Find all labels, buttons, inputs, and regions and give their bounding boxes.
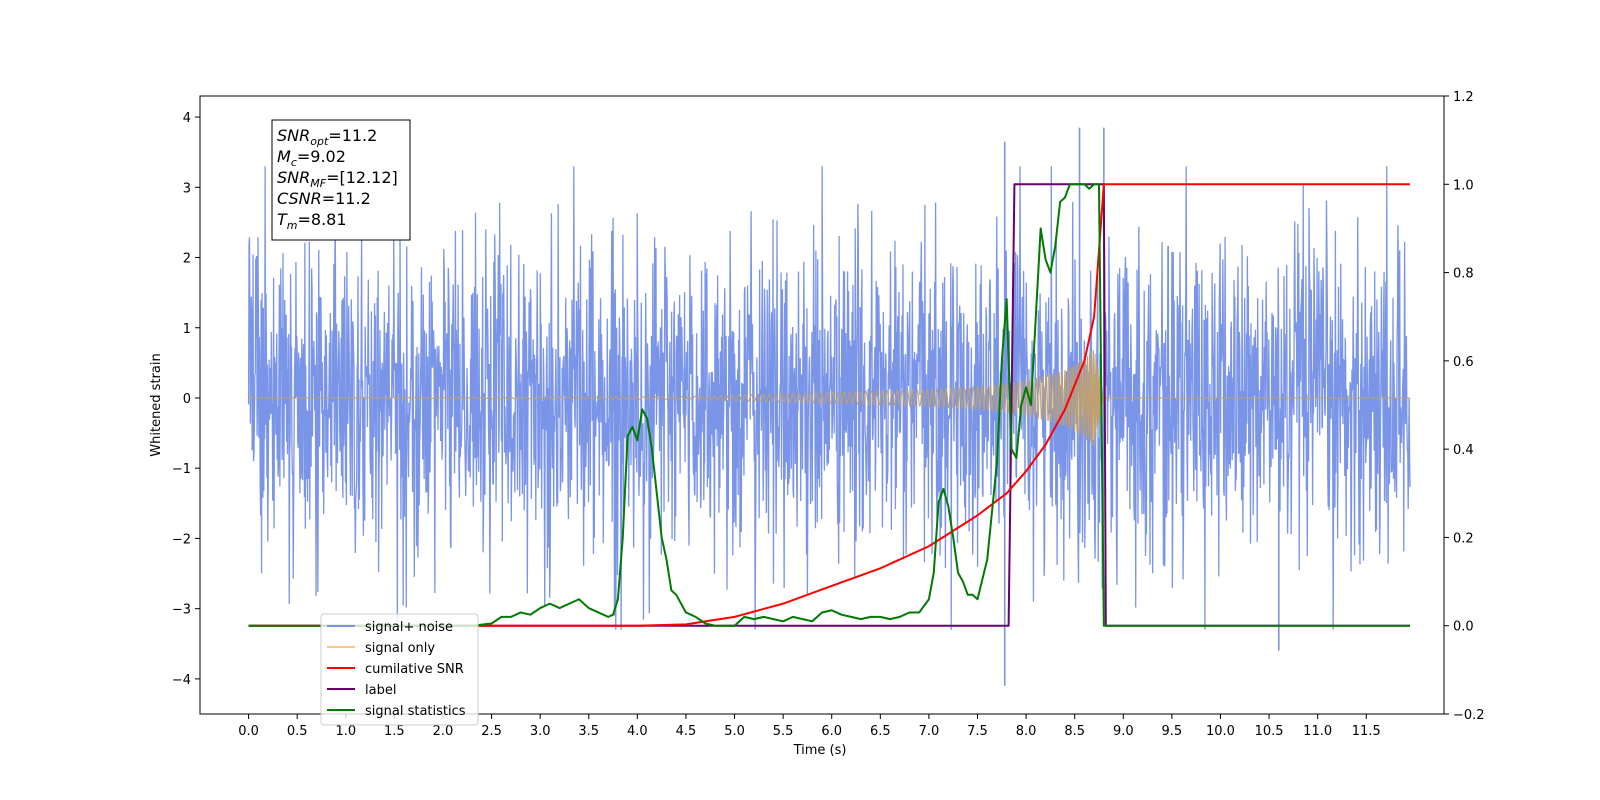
info-line-subscript: opt: [310, 135, 329, 148]
x-tick-label: 3.0: [530, 724, 551, 739]
y-tick-label-left: 2: [183, 252, 191, 267]
y-tick-label-right: 0.0: [1453, 620, 1474, 635]
legend: signal+ noise signal only cumilative SNR la…: [320, 613, 479, 726]
x-tick-label: 3.5: [578, 724, 599, 739]
y-tick-label-right: 0.4: [1453, 443, 1474, 458]
x-tick-label: 8.5: [1064, 724, 1085, 739]
series-layer: [247, 127, 1411, 686]
y-tick-label-right: 1.2: [1453, 90, 1474, 105]
y-tick-label-left: −4: [172, 673, 191, 688]
info-line-value: =11.2: [322, 189, 371, 208]
legend-label: label: [365, 683, 396, 698]
y-tick-label-right: 0.6: [1453, 355, 1474, 370]
y-axis-right: −0.2 0.0 0.2 0.4 0.6 0.8 1.0 1.2: [1444, 90, 1485, 723]
x-tick-label: 6.0: [821, 724, 842, 739]
x-tick-label: 2.5: [481, 724, 502, 739]
x-axis: 0.0 0.5 1.0 1.5 2.0 2.5 3.0 3.5 4.0 4.5 5.0 5.5 6.0 6…: [238, 714, 1381, 739]
x-tick-label: 11.5: [1352, 724, 1381, 739]
x-tick-label: 1.0: [335, 724, 356, 739]
x-tick-label: 1.5: [384, 724, 405, 739]
info-line-symbol: SNR: [277, 126, 310, 145]
legend-label: signal only: [365, 641, 435, 656]
y-axis-left: −4 −3 −2 −1 0 1 2 3 4: [172, 111, 200, 688]
x-tick-label: 0.0: [238, 724, 259, 739]
x-tick-label: 9.5: [1162, 724, 1183, 739]
y-tick-label-right: 0.8: [1453, 267, 1474, 282]
series-signal-statistics-line: [248, 183, 1410, 627]
x-tick-label: 10.0: [1206, 724, 1235, 739]
info-line: CSNR=11.2: [277, 189, 371, 208]
x-axis-label: Time (s): [793, 743, 847, 758]
info-line: SNRMF=[12.12]: [277, 168, 398, 190]
y-tick-label-left: −3: [172, 603, 191, 618]
legend-label: signal statistics: [365, 704, 466, 719]
info-line-value: =9.02: [297, 147, 346, 166]
info-box: SNRopt=11.2Mc=9.02SNRMF=[12.12]CSNR=11.2…: [271, 119, 411, 241]
info-line-value: =11.2: [328, 126, 377, 145]
y-tick-label-right: −0.2: [1453, 708, 1485, 723]
info-box-frame: [271, 119, 411, 241]
info-line-subscript: m: [287, 219, 298, 232]
info-line-subscript: MF: [310, 177, 326, 190]
legend-label: cumilative SNR: [365, 662, 464, 677]
series-signal-only-line: [248, 350, 1410, 447]
x-tick-label: 6.5: [870, 724, 891, 739]
x-tick-label: 9.0: [1113, 724, 1134, 739]
info-line-symbol: M: [277, 147, 291, 166]
x-tick-label: 7.5: [967, 724, 988, 739]
legend-label: signal+ noise: [365, 620, 453, 635]
y-tick-label-left: 1: [183, 322, 191, 337]
x-tick-label: 5.5: [773, 724, 794, 739]
info-line-symbol: CSNR: [277, 189, 322, 208]
info-line-value: =[12.12]: [326, 168, 398, 187]
series-cumilative-snr-line: [248, 183, 1410, 627]
y-tick-label-left: −2: [172, 532, 191, 547]
info-line: SNRopt=11.2: [277, 126, 377, 148]
y-tick-label-left: 3: [183, 181, 191, 196]
y-tick-label-right: 0.2: [1453, 531, 1474, 546]
y-tick-label-left: 4: [183, 111, 191, 126]
info-line-value: =8.81: [298, 210, 347, 229]
x-tick-label: 11.0: [1303, 724, 1332, 739]
info-line-subscript: c: [291, 156, 297, 169]
info-line-symbol: SNR: [277, 168, 310, 187]
x-tick-label: 5.0: [724, 724, 745, 739]
info-line: Tm=8.81: [277, 210, 347, 232]
y-tick-label-left: −1: [172, 462, 191, 477]
y-tick-label-right: 1.0: [1453, 178, 1474, 193]
series-signal-noise-line: [247, 166, 1411, 630]
x-tick-label: 4.5: [676, 724, 697, 739]
x-tick-label: 2.0: [433, 724, 454, 739]
plot-frame: [199, 95, 1445, 715]
x-tick-label: 7.0: [919, 724, 940, 739]
y-tick-label-left: 0: [183, 392, 191, 407]
info-line-symbol: T: [277, 210, 288, 229]
x-tick-label: 8.0: [1016, 724, 1037, 739]
x-tick-label: 4.0: [627, 724, 648, 739]
x-tick-label: 10.5: [1255, 724, 1284, 739]
y-axis-label: Whitened strain: [149, 353, 164, 456]
legend-frame: [320, 613, 479, 726]
info-line: Mc=9.02: [277, 147, 346, 169]
x-tick-label: 0.5: [287, 724, 308, 739]
